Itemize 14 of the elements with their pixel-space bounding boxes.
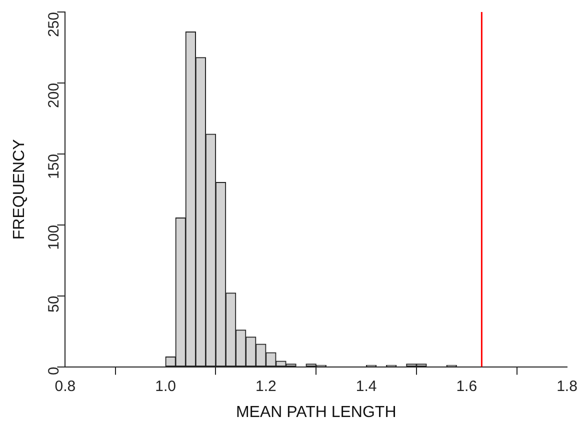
x-axis-title: MEAN PATH LENGTH bbox=[236, 404, 396, 421]
x-tick-label: 0.8 bbox=[54, 378, 76, 395]
y-tick-label: 200 bbox=[45, 82, 62, 108]
y-tick-label: 50 bbox=[45, 296, 62, 313]
x-tick-label: 1.6 bbox=[456, 378, 478, 395]
x-tick-label: 1.8 bbox=[556, 378, 578, 395]
y-tick-label: 0 bbox=[45, 366, 62, 376]
x-tick-label: 1.2 bbox=[255, 378, 276, 395]
y-tick-label: 100 bbox=[45, 224, 62, 250]
x-tick-label: 1.4 bbox=[356, 378, 377, 395]
y-axis-title: FREQUENCY bbox=[11, 138, 28, 240]
y-tick-label: 250 bbox=[45, 12, 62, 38]
y-tick-label: 150 bbox=[45, 154, 62, 179]
x-tick-label: 1.0 bbox=[155, 378, 176, 395]
